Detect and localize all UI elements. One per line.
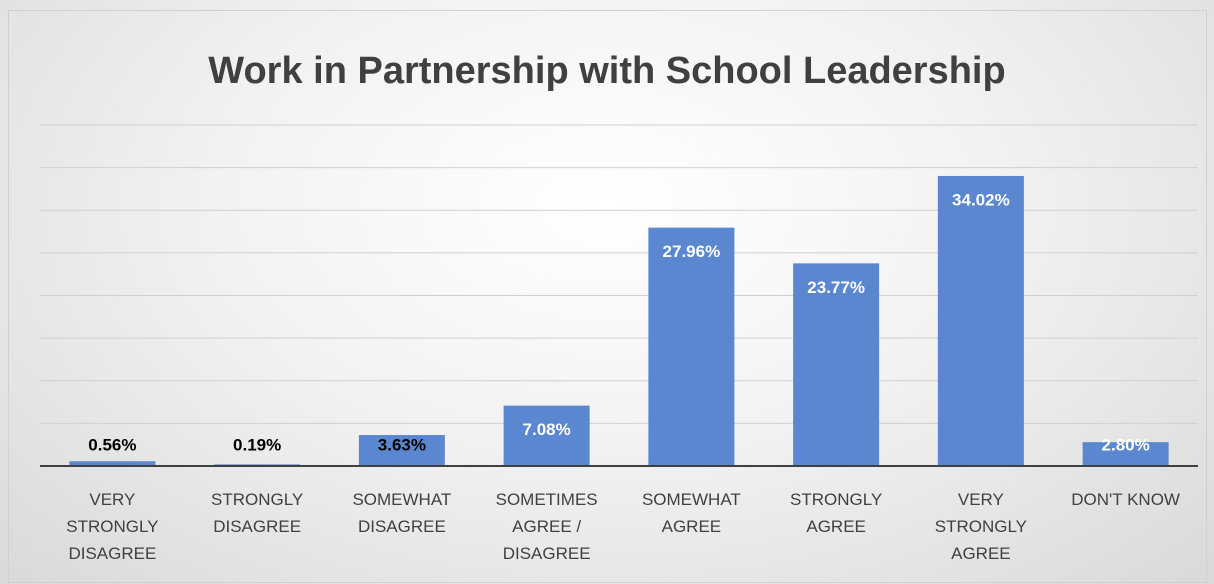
x-tick-label: SOMETIMES AGREE / DISAGREE [495,490,598,563]
bar [503,405,590,466]
x-tick-label: VERY STRONGLY DISAGREE [66,490,159,563]
data-label: 27.96% [663,242,721,261]
x-tick-label: STRONGLY AGREE [789,490,883,536]
bar [648,227,735,466]
chart-title: Work in Partnership with School Leadersh… [208,50,1005,92]
bar [358,435,445,466]
x-tick-label: DON'T KNOW [1071,490,1180,509]
bar [793,263,880,466]
data-label: 0.56% [88,435,136,454]
data-label: 23.77% [807,278,865,297]
bar [1082,442,1169,466]
bar [937,175,1024,467]
data-label: 3.63% [378,435,426,454]
x-tick-label: SOMEWHAT DISAGREE [352,490,452,536]
x-tick-label: STRONGLY DISAGREE [210,490,304,536]
data-label: 7.08% [523,420,571,439]
chart-border [8,10,1207,583]
x-tick-label: VERY STRONGLY AGREE [934,490,1027,563]
data-label: 2.80% [1102,435,1150,454]
data-label: 34.02% [952,190,1010,209]
data-label: 0.19% [233,435,281,454]
x-tick-label: SOMEWHAT AGREE [641,490,741,536]
bar [69,461,156,466]
